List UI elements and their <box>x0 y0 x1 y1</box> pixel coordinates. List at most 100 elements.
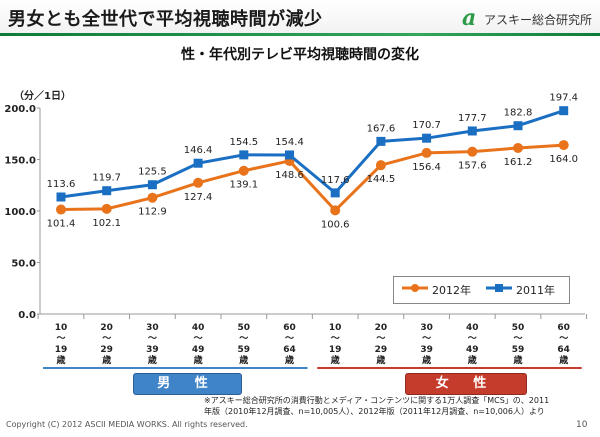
x-tick-label: 60 <box>557 323 570 333</box>
source-note-line: ※アスキー総合研究所の消費行動とメディア・コンテンツに関する1万人調査「MCS」… <box>204 396 550 405</box>
x-tick-label: 10 <box>55 323 68 333</box>
x-tick-label: 40 <box>466 323 479 333</box>
x-tick-label: 20 <box>100 323 113 333</box>
data-label: 139.1 <box>229 180 258 191</box>
x-tick-label: 歳 <box>238 354 248 366</box>
data-point-2011 <box>56 192 66 202</box>
data-label: 154.4 <box>275 137 304 148</box>
x-tick-label: 歳 <box>147 354 157 366</box>
data-point-2012 <box>147 192 158 203</box>
x-tick-label: 64 <box>557 345 570 355</box>
x-tick-label: 歳 <box>558 354 568 366</box>
data-point-2012 <box>421 147 432 158</box>
x-tick-label: 〜 <box>102 334 111 344</box>
data-label: 167.6 <box>367 123 396 134</box>
data-point-2011 <box>147 180 157 190</box>
x-tick-label: 30 <box>420 323 433 333</box>
x-tick-label: 歳 <box>375 354 385 366</box>
x-tick-label: 歳 <box>193 354 203 366</box>
data-point-2011 <box>467 126 477 136</box>
data-point-2011 <box>559 106 569 116</box>
x-tick-label: 19 <box>329 345 342 355</box>
chart-legend: 2012年 2011年 <box>393 276 570 304</box>
data-point-2011 <box>102 186 112 196</box>
y-tick-label: 100.0 <box>4 207 36 218</box>
data-label: 100.6 <box>321 219 350 230</box>
data-label: 146.4 <box>184 145 213 156</box>
y-tick-label: 150.0 <box>4 156 36 167</box>
x-tick-label: 39 <box>146 345 159 355</box>
data-point-2012 <box>513 142 523 153</box>
legend-swatch-2012 <box>402 284 428 292</box>
x-tick-label: 〜 <box>239 334 248 344</box>
x-tick-label: 歳 <box>467 354 477 366</box>
x-tick-label: 30 <box>146 323 159 333</box>
data-point-2012 <box>101 203 112 214</box>
x-tick-label: 歳 <box>512 354 522 366</box>
x-tick-label: 〜 <box>194 334 203 344</box>
data-label: 182.8 <box>504 108 533 119</box>
data-label: 127.4 <box>184 192 213 203</box>
y-tick-label: 50.0 <box>11 259 36 270</box>
data-label: 154.5 <box>229 137 258 148</box>
series-line-2012 <box>60 143 564 212</box>
x-tick-label: 〜 <box>422 334 431 344</box>
data-point-2012 <box>238 165 249 176</box>
data-label: 117.6 <box>321 175 350 186</box>
data-point-2011 <box>193 158 203 168</box>
x-tick-label: 50 <box>238 323 251 333</box>
legend-label-2011: 2011年 <box>516 284 555 297</box>
logo-text: アスキー総合研究所 <box>484 13 593 27</box>
data-label: 164.0 <box>549 154 578 165</box>
data-label: 102.1 <box>92 218 121 229</box>
data-point-2011 <box>239 150 249 160</box>
data-point-2012 <box>56 204 66 215</box>
header-divider <box>0 33 600 36</box>
x-tick-label: 20 <box>375 323 388 333</box>
data-point-2012 <box>193 177 204 188</box>
data-point-2012 <box>467 146 478 157</box>
group-label-female: 女 性 <box>405 373 527 395</box>
page-number: 10 <box>576 420 588 430</box>
data-label: 161.2 <box>504 157 533 168</box>
x-tick-label: 64 <box>283 345 296 355</box>
group-label-male: 男 性 <box>133 373 242 395</box>
y-axis-unit-label: （分／1日） <box>14 91 71 102</box>
x-tick-label: 歳 <box>55 354 65 366</box>
x-tick-label: 50 <box>512 323 525 333</box>
x-tick-label: 〜 <box>468 334 477 344</box>
x-tick-label: 歳 <box>284 354 294 366</box>
data-label: 101.4 <box>47 219 76 230</box>
data-label: 125.5 <box>138 167 167 178</box>
x-tick-label: 39 <box>420 345 433 355</box>
chart-title: 性・年代別テレビ平均視聴時間の変化 <box>181 47 419 63</box>
data-label: 177.7 <box>458 113 487 124</box>
x-tick-label: 49 <box>466 345 479 355</box>
x-tick-label: 〜 <box>513 334 522 344</box>
x-tick-label: 29 <box>100 345 113 355</box>
page-title: 男女とも全世代で平均視聴時間が減少 <box>8 9 323 30</box>
x-tick-label: 49 <box>192 345 205 355</box>
legend-swatch-2011 <box>486 284 512 292</box>
data-label: 144.5 <box>367 174 396 185</box>
source-note: ※アスキー総合研究所の消費行動とメディア・コンテンツに関する1万人調査「MCS」… <box>204 395 549 417</box>
y-tick-label: 200.0 <box>4 104 36 115</box>
x-tick-label: 〜 <box>559 334 568 344</box>
data-point-2011 <box>330 188 340 198</box>
x-tick-label: 29 <box>375 345 388 355</box>
data-point-2012 <box>375 160 386 171</box>
x-tick-label: 19 <box>55 345 68 355</box>
x-tick-label: 〜 <box>331 334 340 344</box>
x-tick-label: 〜 <box>285 334 294 344</box>
x-tick-label: 歳 <box>101 354 111 366</box>
logo-icon: a <box>462 5 477 31</box>
x-tick-label: 59 <box>238 345 251 355</box>
x-tick-label: 歳 <box>330 354 340 366</box>
x-tick-label: 59 <box>512 345 525 355</box>
data-point-2011 <box>513 121 523 131</box>
data-point-2012 <box>330 205 341 216</box>
x-tick-label: 歳 <box>421 354 431 366</box>
copyright-text: Copyright (C) 2012 ASCII MEDIA WORKS. Al… <box>6 420 248 429</box>
data-label: 170.7 <box>412 120 441 131</box>
